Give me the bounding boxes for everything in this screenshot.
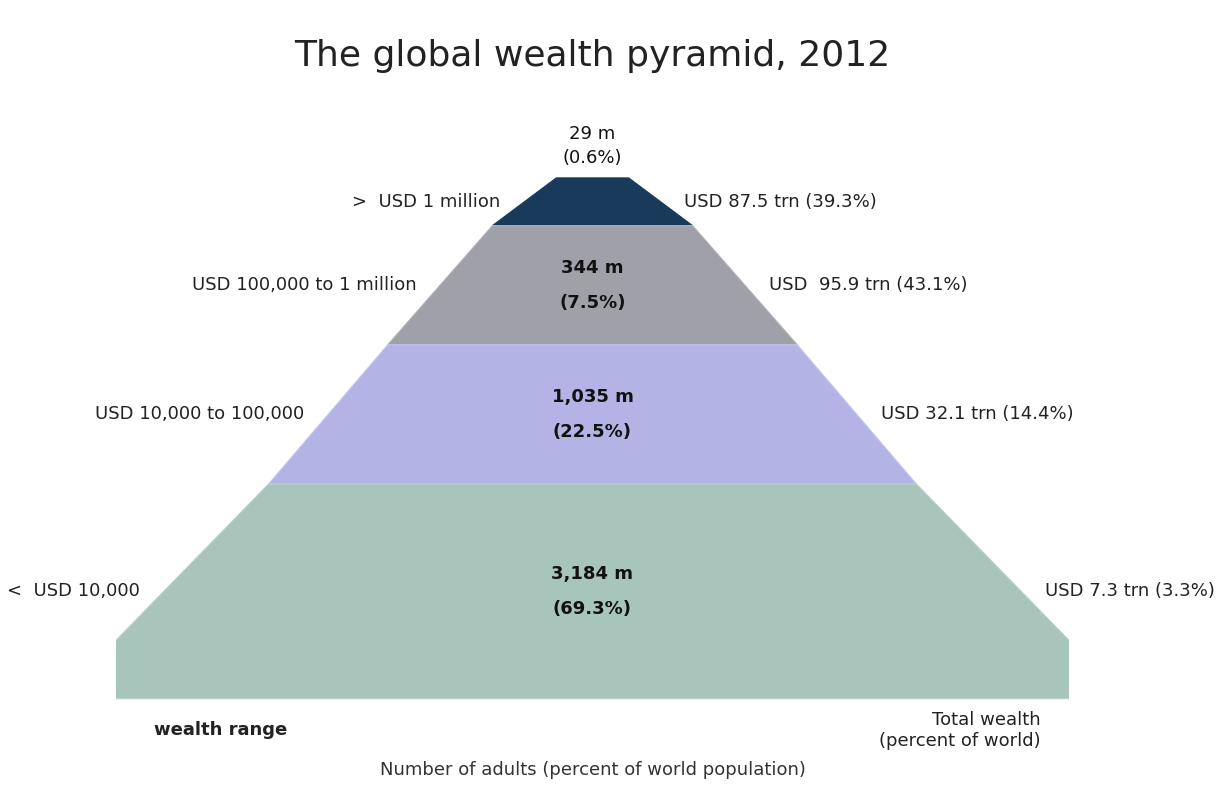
- Text: USD  95.9 trn (43.1%): USD 95.9 trn (43.1%): [769, 276, 968, 294]
- Text: (22.5%): (22.5%): [554, 423, 632, 441]
- Text: USD 87.5 trn (39.3%): USD 87.5 trn (39.3%): [684, 193, 877, 211]
- Text: USD 10,000 to 100,000: USD 10,000 to 100,000: [95, 405, 304, 423]
- Text: The global wealth pyramid, 2012: The global wealth pyramid, 2012: [295, 39, 891, 73]
- Text: <  USD 10,000: < USD 10,000: [7, 582, 141, 600]
- Text: 344 m: 344 m: [561, 259, 623, 277]
- Text: 3,184 m: 3,184 m: [551, 565, 633, 582]
- Text: >  USD 1 million: > USD 1 million: [352, 193, 501, 211]
- Polygon shape: [269, 345, 916, 484]
- Text: (69.3%): (69.3%): [554, 599, 632, 618]
- Text: 29 m: 29 m: [569, 125, 616, 143]
- Polygon shape: [59, 484, 1125, 699]
- Text: Number of adults (percent of world population): Number of adults (percent of world popul…: [380, 761, 805, 779]
- Text: USD 32.1 trn (14.4%): USD 32.1 trn (14.4%): [881, 405, 1073, 423]
- Text: USD 100,000 to 1 million: USD 100,000 to 1 million: [192, 276, 417, 294]
- Polygon shape: [387, 226, 797, 345]
- Text: wealth range: wealth range: [154, 722, 287, 739]
- Text: 1,035 m: 1,035 m: [551, 388, 633, 406]
- Polygon shape: [492, 178, 693, 226]
- Text: USD 7.3 trn (3.3%): USD 7.3 trn (3.3%): [1045, 582, 1215, 600]
- Text: (0.6%): (0.6%): [563, 149, 622, 167]
- Text: (7.5%): (7.5%): [560, 294, 626, 311]
- Text: Total wealth
(percent of world): Total wealth (percent of world): [879, 711, 1040, 750]
